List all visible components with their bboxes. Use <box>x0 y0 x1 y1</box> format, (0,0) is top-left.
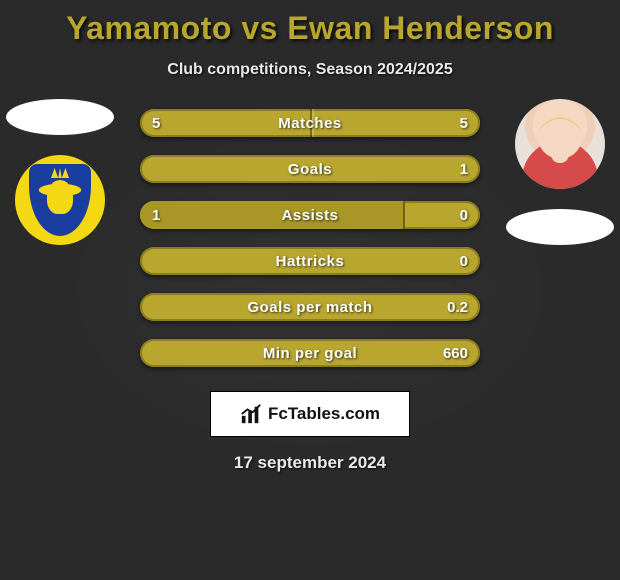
stat-bar: 5Matches5 <box>140 109 480 137</box>
stat-label: Hattricks <box>140 247 480 275</box>
player-photo-right <box>515 99 605 189</box>
stat-bars: 5Matches5Goals11Assists0Hattricks0Goals … <box>140 109 480 367</box>
stat-value-right: 0 <box>460 247 468 275</box>
stat-bar: Goals1 <box>140 155 480 183</box>
stat-label: Goals <box>140 155 480 183</box>
player-left-column <box>0 99 120 245</box>
stat-value-right: 1 <box>460 155 468 183</box>
comparison-card: Yamamoto vs Ewan Henderson Club competit… <box>0 0 620 580</box>
stat-value-right: 0 <box>460 201 468 229</box>
chart-icon <box>240 403 262 425</box>
stat-bar: Min per goal660 <box>140 339 480 367</box>
stat-label: Min per goal <box>140 339 480 367</box>
stat-value-right: 660 <box>443 339 468 367</box>
stat-value-right: 5 <box>460 109 468 137</box>
page-title: Yamamoto vs Ewan Henderson <box>0 0 620 47</box>
face-icon <box>515 99 605 189</box>
stat-label: Assists <box>140 201 480 229</box>
stat-label: Goals per match <box>140 293 480 321</box>
club-badge-left <box>15 155 105 245</box>
brand-badge[interactable]: FcTables.com <box>210 391 410 437</box>
player-right-column <box>500 99 620 245</box>
flag-placeholder-left <box>6 99 114 135</box>
stat-bar: Goals per match0.2 <box>140 293 480 321</box>
brand-text: FcTables.com <box>268 404 380 424</box>
flag-placeholder-right <box>506 209 614 245</box>
crest-icon <box>29 164 91 236</box>
stats-section: 5Matches5Goals11Assists0Hattricks0Goals … <box>0 109 620 367</box>
stat-value-right: 0.2 <box>447 293 468 321</box>
stat-bar: Hattricks0 <box>140 247 480 275</box>
stat-label: Matches <box>140 109 480 137</box>
date-text: 17 september 2024 <box>0 453 620 473</box>
subtitle: Club competitions, Season 2024/2025 <box>0 61 620 79</box>
stat-bar: 1Assists0 <box>140 201 480 229</box>
